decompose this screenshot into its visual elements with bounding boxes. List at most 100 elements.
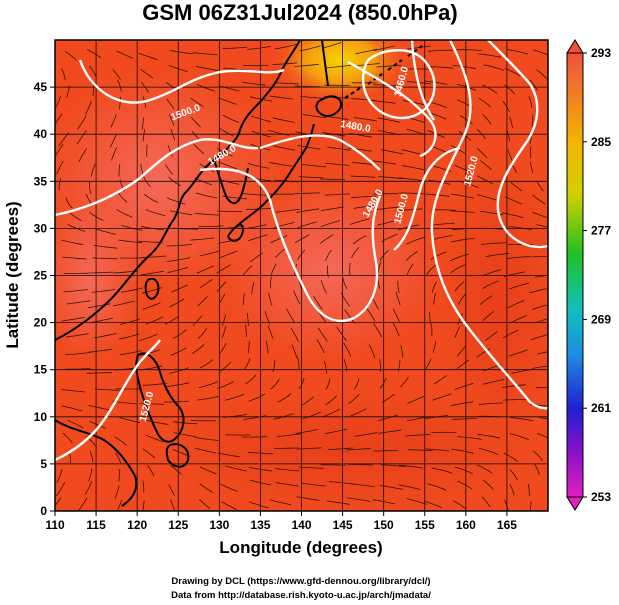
streamline [480,160,492,171]
contour-label: 1480.0 [339,119,371,135]
streamline [192,344,205,354]
streamline [286,308,295,323]
streamline [58,132,70,147]
credit-data: Data from http://database.rish.kyoto-u.a… [171,590,431,601]
streamline [482,269,502,277]
streamline [454,466,473,475]
streamline [173,432,197,438]
streamline [93,244,118,249]
streamline [167,267,189,273]
colorbar-tick-label: 285 [591,135,611,149]
streamline [170,210,193,216]
streamline [62,256,87,260]
streamline [247,234,268,242]
streamline [457,480,473,490]
streamline [249,479,272,486]
streamline [169,367,189,374]
streamline [119,350,142,356]
colorbar-tick-label: 293 [591,46,611,60]
streamline [119,417,141,424]
streamline [327,265,329,278]
streamline [506,256,531,259]
streamline [273,145,296,151]
streamline [313,295,323,310]
streamline [405,434,431,437]
streamline [67,224,86,232]
streamline [324,193,350,196]
streamline [531,114,534,128]
streamline [395,291,401,306]
y-tick-label: 15 [34,363,48,377]
streamline [298,377,305,390]
streamline [293,290,301,305]
streamline [380,149,404,155]
streamline [246,313,250,326]
streamline [349,218,370,225]
streamline [76,129,87,145]
streamline [506,49,529,55]
streamline [478,227,504,230]
streamline [60,389,86,393]
credit-drawing: Drawing by DCL (https://www.gfd-dennou.o… [171,576,430,587]
streamline [452,500,467,510]
x-tick-label: 140 [291,518,311,532]
streamline [164,164,174,175]
streamline [298,176,324,179]
coastline-sakhalin [321,40,329,87]
streamline [355,48,378,55]
streamline [190,117,201,128]
streamline [343,342,352,357]
streamline [459,114,473,125]
streamline [510,181,523,192]
streamline [535,275,548,278]
streamline [58,178,61,191]
streamline [406,498,427,505]
streamline [477,464,493,474]
streamline [529,288,548,294]
streamline [301,482,326,487]
streamline [251,130,272,138]
streamline [528,96,533,108]
streamline [247,451,273,455]
contour-1520-southwest [55,339,161,462]
colorbar-tick-label: 261 [591,401,611,415]
streamline [170,347,187,356]
x-tick-label: 135 [250,518,270,532]
warm-region-pacific [220,180,440,360]
streamline [221,501,237,510]
streamline [251,282,255,294]
streamline [275,247,287,258]
streamline [168,176,182,187]
streamline [477,53,502,58]
streamline [245,374,257,385]
streamline [507,300,525,309]
streamline [430,235,453,241]
streamline [56,160,64,175]
streamline [300,96,325,99]
streamline [350,175,376,178]
streamline [142,302,161,310]
streamline [323,360,327,374]
streamline [199,483,213,493]
streamline [247,340,250,353]
y-tick-label: 10 [34,410,48,424]
streamline [378,429,402,434]
streamline [347,497,371,502]
streamline [145,209,166,216]
streamline [424,415,448,420]
streamline [275,208,300,213]
streamline [242,293,245,306]
streamline [92,83,95,97]
streamline [377,261,382,273]
streamline [245,324,247,338]
streamline [375,206,400,211]
streamline [511,368,534,374]
streamline [140,225,164,231]
streamline [378,176,403,179]
streamline [222,114,239,123]
streamline [351,195,376,199]
streamline [502,329,519,339]
streamline [401,165,425,171]
streamline [424,500,443,509]
streamline [277,433,301,437]
